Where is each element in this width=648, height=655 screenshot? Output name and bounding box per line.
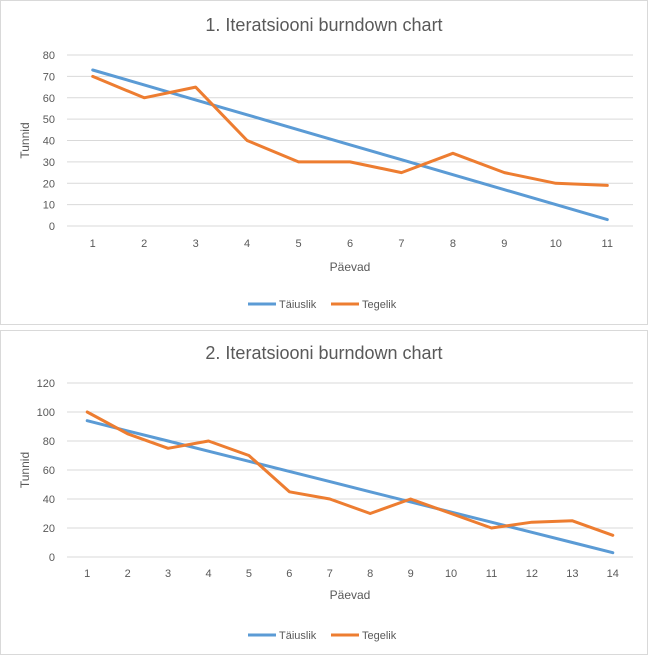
chart-1-y-tick-label: 10 <box>43 200 55 212</box>
chart-2-x-tick-label: 10 <box>445 568 457 580</box>
chart-2-x-tick-label: 13 <box>566 568 578 580</box>
chart-2-x-tick-label: 9 <box>408 568 414 580</box>
chart-2-series-ideal-line <box>85 419 615 555</box>
chart-panel-2: 2. Iteratsiooni burndown chart 0 20 40 60 80 1… <box>0 330 648 655</box>
chart-2-x-tick-label: 14 <box>607 568 619 580</box>
chart-1-series-ideal-line <box>91 68 609 222</box>
chart-2-x-tick-label: 12 <box>526 568 538 580</box>
chart-2-legend-label-actual: Tegelik <box>362 630 397 642</box>
chart-2-x-tick-label: 1 <box>84 568 90 580</box>
chart-1-title: 1. Iteratsiooni burndown chart <box>205 15 442 35</box>
chart-1-y-tick-label: 40 <box>43 136 55 148</box>
chart-1-y-axis-title: Tunnid <box>18 122 32 158</box>
chart-1-x-tick-label: 10 <box>550 238 562 250</box>
chart-2-y-tick-label: 40 <box>43 494 55 506</box>
chart-1-y-tick-label: 80 <box>43 50 55 62</box>
chart-2-legend-label-ideal: Täiuslik <box>279 630 317 642</box>
chart-1-y-tick-label: 30 <box>43 157 55 169</box>
chart-1-x-tick-label: 9 <box>501 238 507 250</box>
chart-1-x-tick-label: 7 <box>398 238 404 250</box>
chart-1-x-tick-label: 3 <box>193 238 199 250</box>
chart-2-y-tick-label: 60 <box>43 465 55 477</box>
chart-2-x-tick-label: 11 <box>486 568 497 580</box>
chart-2-y-tick-label: 0 <box>49 552 55 564</box>
chart-1-x-axis-title: Päevad <box>330 260 371 274</box>
chart-1-x-tick-label: 8 <box>450 238 456 250</box>
chart-panel-1: 1. Iteratsiooni burndown chart 0 10 20 30 40 5… <box>0 0 648 325</box>
chart-1-y-tick-label: 60 <box>43 93 55 105</box>
chart-2-x-tick-label: 6 <box>286 568 292 580</box>
chart-1-series-actual-line <box>91 74 609 187</box>
chart-2-x-tick-label: 5 <box>246 568 252 580</box>
chart-1-legend-label-actual: Tegelik <box>362 299 397 311</box>
chart-2-x-tick-label: 7 <box>327 568 333 580</box>
chart-1-y-tick-label: 50 <box>43 114 55 126</box>
chart-1-y-tick-label: 70 <box>43 71 55 83</box>
chart-1-y-tick-label: 0 <box>49 221 55 233</box>
chart-2-svg: 2. Iteratsiooni burndown chart 0 20 40 60 80 1… <box>18 343 633 642</box>
chart-2-series-actual-line <box>85 410 615 537</box>
chart-2-y-tick-label: 80 <box>43 436 55 448</box>
chart-2-y-axis-title: Tunnid <box>18 452 32 488</box>
chart-2-x-tick-label: 8 <box>367 568 373 580</box>
chart-2-title: 2. Iteratsiooni burndown chart <box>205 343 442 363</box>
chart-1-x-tick-label: 1 <box>90 238 96 250</box>
chart-1-svg: 1. Iteratsiooni burndown chart 0 10 20 30 40 5… <box>18 15 633 311</box>
chart-1-y-tick-label: 20 <box>43 178 55 190</box>
chart-2-y-tick-label: 120 <box>37 378 55 390</box>
chart-2-y-tick-label: 100 <box>37 407 55 419</box>
chart-2-x-tick-label: 4 <box>205 568 211 580</box>
chart-2-y-tick-label: 20 <box>43 523 55 535</box>
chart-2-x-tick-label: 3 <box>165 568 171 580</box>
chart-1-legend-label-ideal: Täiuslik <box>279 299 317 311</box>
chart-1-x-tick-label: 6 <box>347 238 353 250</box>
chart-1-x-tick-label: 2 <box>141 238 147 250</box>
chart-2-x-tick-label: 2 <box>125 568 131 580</box>
chart-2-x-axis-title: Päevad <box>330 588 371 602</box>
chart-1-x-tick-label: 4 <box>244 238 250 250</box>
chart-1-x-tick-label: 5 <box>295 238 301 250</box>
chart-1-x-tick-label: 11 <box>602 238 613 250</box>
